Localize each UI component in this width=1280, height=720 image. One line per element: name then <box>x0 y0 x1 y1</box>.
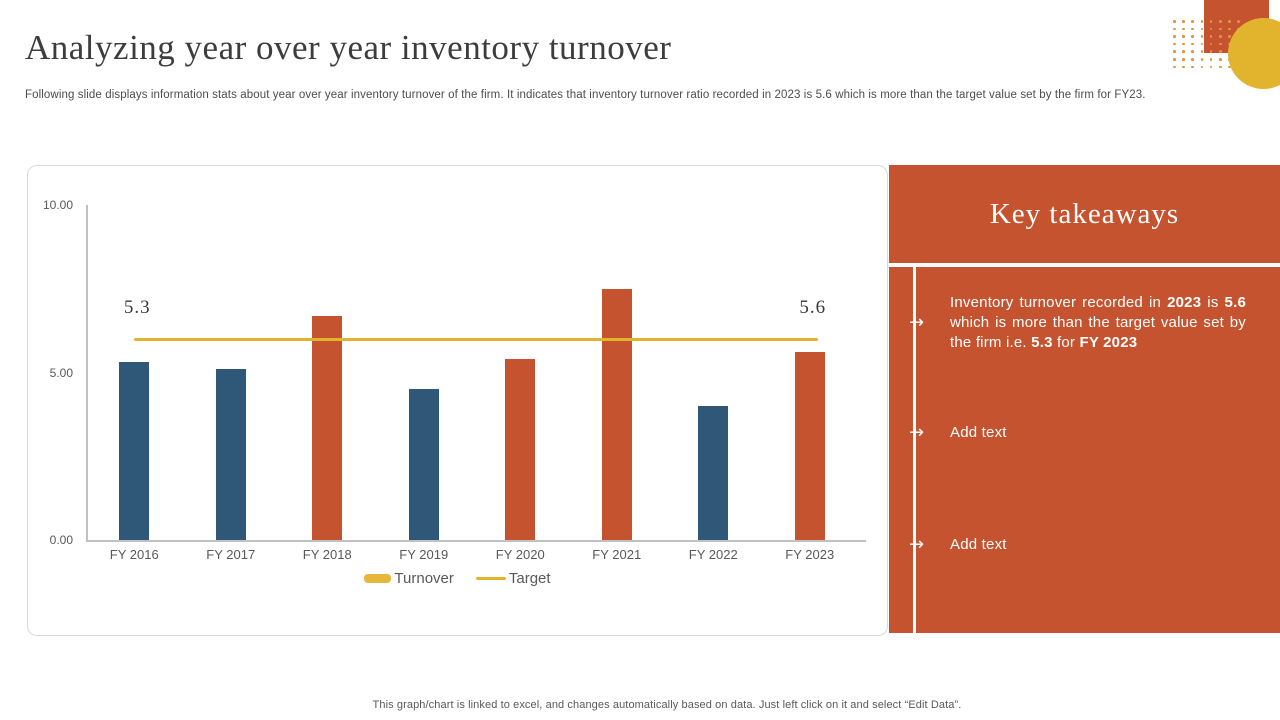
decor-dot <box>1191 65 1194 69</box>
slide-subtitle: Following slide displays information sta… <box>25 89 1146 101</box>
decor-dot <box>1209 35 1213 38</box>
takeaway-bullet-item: → Inventory turnover recorded in 2023 is … <box>889 293 1280 353</box>
decor-dot <box>1182 42 1185 46</box>
takeaways-vertical-line <box>913 267 916 633</box>
decor-dot <box>1173 35 1176 38</box>
decor-dot <box>1228 65 1231 69</box>
decor-dot <box>1209 58 1213 61</box>
x-axis-category-label: FY 2016 <box>109 547 159 562</box>
decor-dot <box>1173 42 1176 46</box>
decor-dot <box>1219 27 1222 31</box>
bar-fy-2023 <box>794 352 825 540</box>
decor-dot <box>1182 27 1185 31</box>
decor-dot <box>1182 50 1185 53</box>
decor-circle <box>1228 18 1280 89</box>
decor-dot <box>1219 20 1222 23</box>
decor-dot <box>1228 27 1231 31</box>
key-takeaways-header: Key takeaways <box>889 165 1280 263</box>
target-line <box>134 338 818 341</box>
decor-dot <box>1219 42 1222 46</box>
decor-dot <box>1200 27 1204 31</box>
bar-chart[interactable]: 10.00 5.00 0.00 5.3 5.6 FY 2016 FY 2017 FY 2018… <box>28 166 887 635</box>
chart-card[interactable]: 10.00 5.00 0.00 5.3 5.6 FY 2016 FY 2017 FY 2018… <box>27 165 888 636</box>
decor-dot <box>1191 27 1194 31</box>
decor-dot <box>1200 58 1204 61</box>
decor-dot <box>1209 27 1213 31</box>
decor-dot <box>1182 58 1185 61</box>
decor-dot <box>1173 20 1176 23</box>
key-takeaways-title: Key takeaways <box>989 197 1180 230</box>
decor-dot <box>1219 35 1222 38</box>
y-axis-tick-label: 5.00 <box>49 365 73 380</box>
x-axis-category-label: FY 2019 <box>399 547 449 562</box>
arrow-bullet-icon: → <box>909 422 925 443</box>
decor-dot <box>1191 42 1194 46</box>
decor-dot <box>1200 35 1204 38</box>
takeaway-text: Inventory turnover recorded in 2023 is 5… <box>950 294 1246 351</box>
bar-fy-2017 <box>215 369 246 540</box>
legend-turnover-label: Turnover <box>394 570 454 587</box>
decor-dot <box>1209 20 1213 23</box>
bar-fy-2016 <box>119 362 150 540</box>
footer-note: This graph/chart is linked to excel, and… <box>372 699 962 711</box>
x-axis-category-label: FY 2022 <box>688 547 738 562</box>
legend-target-swatch-icon <box>475 577 506 580</box>
decor-dot <box>1200 50 1204 53</box>
decor-dot <box>1200 65 1204 69</box>
x-axis-category-label: FY 2023 <box>785 547 835 562</box>
decor-dot <box>1182 65 1185 69</box>
value-annotation: 5.6 <box>799 297 827 318</box>
y-axis-line <box>86 205 88 540</box>
takeaway-bullet-item: → Add text <box>889 535 1280 555</box>
decor-dot <box>1182 20 1185 23</box>
arrow-bullet-icon: → <box>909 534 925 555</box>
legend-turnover-swatch-icon <box>364 574 392 583</box>
decor-dot <box>1219 58 1222 61</box>
takeaway-bullet-item: → Add text <box>889 423 1280 443</box>
page-title: Analyzing year over year inventory turno… <box>25 28 672 67</box>
decor-dot <box>1228 35 1231 38</box>
decor-dot <box>1200 20 1204 23</box>
decor-dot <box>1219 50 1222 53</box>
decor-dot <box>1209 65 1213 69</box>
bar-fy-2022 <box>698 406 729 540</box>
x-axis-category-label: FY 2018 <box>302 547 352 562</box>
arrow-bullet-icon: → <box>909 312 925 333</box>
y-axis-tick-label: 10.00 <box>42 198 73 212</box>
decor-dot <box>1173 65 1176 69</box>
x-axis-category-label: FY 2021 <box>592 547 642 562</box>
x-axis-category-label: FY 2020 <box>495 547 545 562</box>
decor-dot <box>1173 58 1176 61</box>
bar-fy-2019 <box>408 389 439 540</box>
bar-fy-2021 <box>601 288 632 540</box>
key-takeaways-body: → Inventory turnover recorded in 2023 is … <box>889 267 1280 633</box>
legend-target-label: Target <box>508 570 551 587</box>
x-axis-line <box>86 540 866 542</box>
bar-fy-2018 <box>312 315 343 540</box>
decor-dot <box>1191 58 1194 61</box>
decor-dot <box>1219 65 1222 69</box>
decor-dot <box>1228 20 1231 23</box>
bar-fy-2020 <box>505 359 536 540</box>
decor-dot <box>1191 20 1194 23</box>
decor-dot <box>1173 50 1176 53</box>
value-annotation: 5.3 <box>123 297 151 318</box>
decor-dot <box>1237 20 1240 23</box>
add-text-placeholder[interactable]: Add text <box>950 424 1007 441</box>
y-axis-tick-label: 0.00 <box>49 533 73 547</box>
decor-dot <box>1182 35 1185 38</box>
decor-dot <box>1191 35 1194 38</box>
decor-dot <box>1200 42 1204 46</box>
decor-dot <box>1191 50 1194 53</box>
decor-dot <box>1209 42 1213 46</box>
decor-dot <box>1209 50 1213 53</box>
decor-dot <box>1173 27 1176 31</box>
chart-legend: Turnover Target <box>28 570 887 587</box>
x-axis-category-label: FY 2017 <box>206 547 256 562</box>
add-text-placeholder[interactable]: Add text <box>950 536 1007 553</box>
